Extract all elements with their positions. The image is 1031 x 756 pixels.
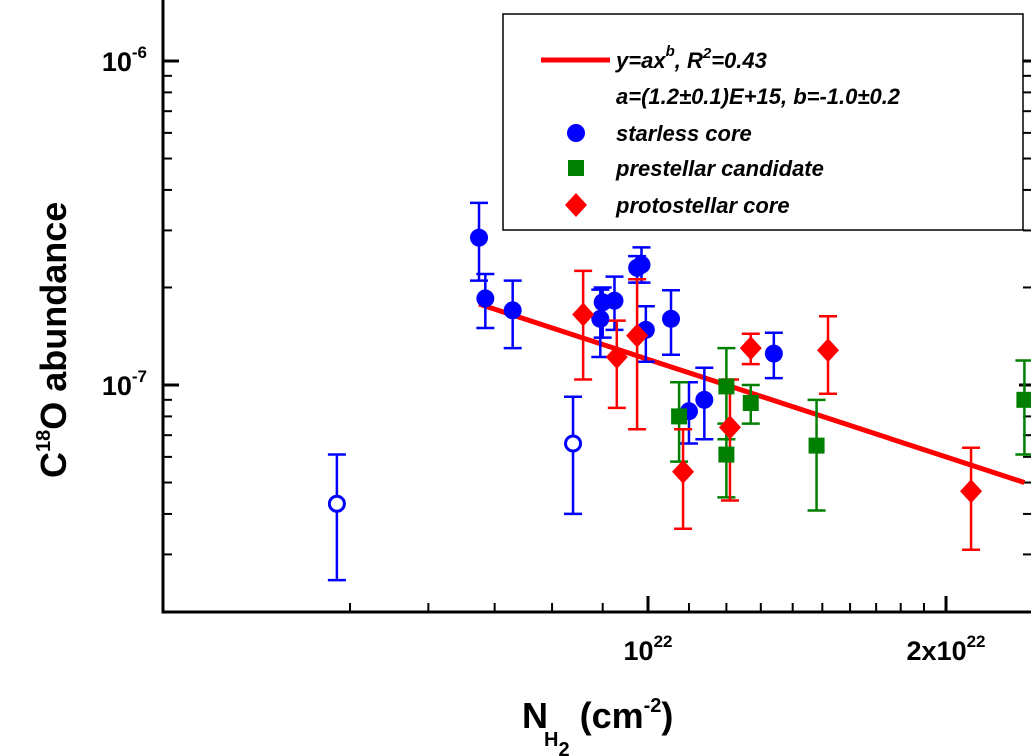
point-protostellar (718, 415, 741, 440)
legend-box (502, 13, 1024, 231)
point-starless (695, 390, 714, 409)
point-prestellar (718, 378, 735, 395)
point-starless (470, 228, 489, 247)
tick-labels: 1022 2x1022 10-6 10-7 (102, 43, 986, 666)
point-protostellar (960, 479, 983, 504)
point-starless (605, 291, 624, 310)
x-tick-label: 1022 (624, 632, 673, 666)
point-open-circle (327, 494, 346, 513)
point-starless (591, 309, 610, 328)
point-protostellar (626, 323, 649, 348)
legend: y=axb, R2=0.43 a=(1.2±0.1)E+15, b=-1.0±0… (502, 13, 1024, 231)
errorbar-layer (327, 201, 1031, 582)
legend-fit-params: a=(1.2±0.1)E+15, b=-1.0±0.2 (616, 84, 901, 109)
point-starless (764, 344, 783, 363)
point-protostellar (739, 336, 762, 361)
legend-label-starless: starless core (616, 121, 752, 146)
point-prestellar (671, 408, 688, 425)
legend-label-protostellar: protostellar core (615, 193, 790, 218)
legend-marker-prestellar (568, 160, 584, 176)
point-prestellar (718, 446, 735, 463)
point-protostellar (572, 302, 595, 327)
point-open-circle (564, 434, 583, 453)
legend-marker-starless (567, 124, 585, 142)
legend-fit-label: y=axb, R2=0.43 (615, 43, 767, 73)
axis-ticks (163, 59, 1031, 612)
legend-label-prestellar: prestellar candidate (615, 156, 824, 181)
point-starless (632, 255, 651, 274)
point-protostellar (817, 338, 840, 363)
y-tick-label: 10-7 (102, 367, 147, 401)
point-protostellar (672, 459, 695, 484)
point-prestellar (808, 437, 825, 454)
point-protostellar (605, 345, 628, 370)
marker-layer (327, 228, 1031, 513)
y-tick-label: 10-6 (102, 43, 147, 77)
point-starless (662, 309, 681, 328)
point-prestellar (742, 394, 759, 411)
x-tick-label: 2x1022 (907, 632, 986, 666)
y-axis-title: C18O abundance (33, 202, 74, 478)
x-axis-title: N H2 (cm-2) (522, 695, 673, 756)
point-starless (503, 301, 522, 320)
point-prestellar (1016, 391, 1031, 408)
point-starless (476, 289, 495, 308)
legend-marker-protostellar (565, 193, 587, 217)
